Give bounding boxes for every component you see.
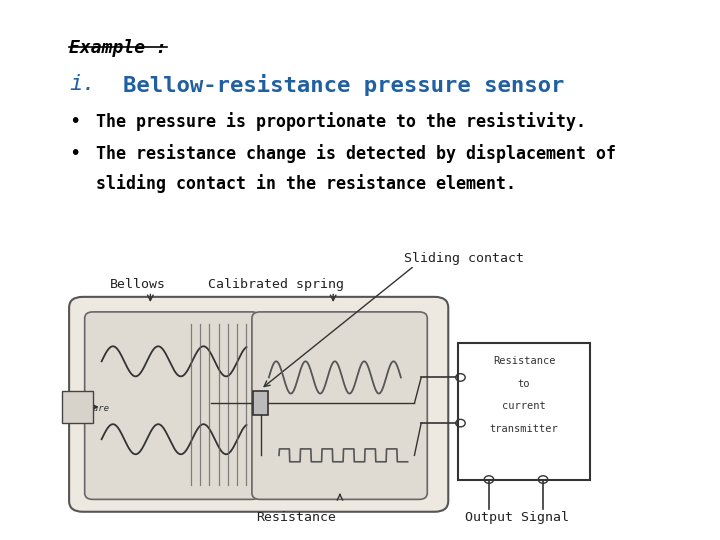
Text: Bellows: Bellows <box>109 279 166 292</box>
Text: The resistance change is detected by displacement of: The resistance change is detected by dis… <box>96 144 616 163</box>
Text: •: • <box>69 112 81 131</box>
Text: i.: i. <box>69 74 96 94</box>
Text: to: to <box>518 379 531 388</box>
Text: transmitter: transmitter <box>490 424 559 434</box>
Text: Resistance: Resistance <box>256 511 336 524</box>
Text: Pressure: Pressure <box>66 404 109 413</box>
Text: sliding contact in the resistance element.: sliding contact in the resistance elemen… <box>96 174 516 193</box>
FancyBboxPatch shape <box>85 312 260 500</box>
Bar <box>253 391 268 415</box>
Text: current: current <box>503 401 546 411</box>
FancyBboxPatch shape <box>69 297 449 512</box>
Text: Calibrated spring: Calibrated spring <box>208 279 344 292</box>
Text: Example :: Example : <box>69 39 167 57</box>
Text: The pressure is proportionate to the resistivity.: The pressure is proportionate to the res… <box>96 112 586 131</box>
Bar <box>459 342 590 480</box>
Text: Resistance: Resistance <box>493 356 555 366</box>
Text: Output Signal: Output Signal <box>465 511 570 524</box>
FancyBboxPatch shape <box>252 312 427 500</box>
Text: Sliding contact: Sliding contact <box>404 252 524 265</box>
Text: •: • <box>69 144 81 163</box>
Bar <box>63 391 93 423</box>
Text: Bellow-resistance pressure sensor: Bellow-resistance pressure sensor <box>123 74 564 96</box>
